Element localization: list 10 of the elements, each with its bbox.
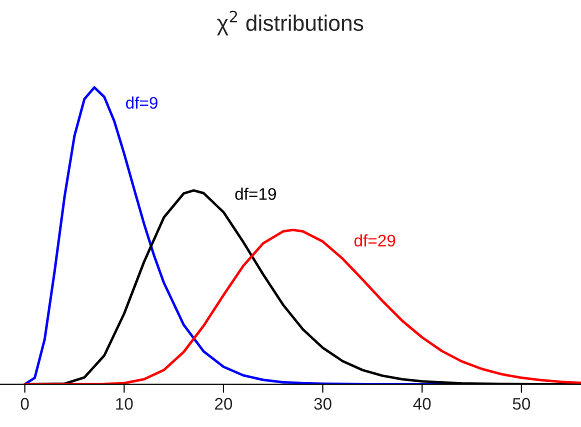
x-tick-label: 0 — [20, 398, 29, 410]
x-tick-label: 40 — [413, 398, 431, 410]
x-tick-label: 20 — [215, 398, 232, 410]
series-label: df=19 — [235, 188, 276, 200]
chart-title: χ$^{2}$ distributions — [217, 10, 364, 36]
series-label: df=29 — [354, 234, 396, 247]
series-label: df=9 — [126, 96, 158, 109]
x-tick-label: 30 — [314, 398, 332, 410]
x-tick-label: 10 — [116, 398, 133, 410]
x-tick-label: 50 — [512, 398, 530, 410]
